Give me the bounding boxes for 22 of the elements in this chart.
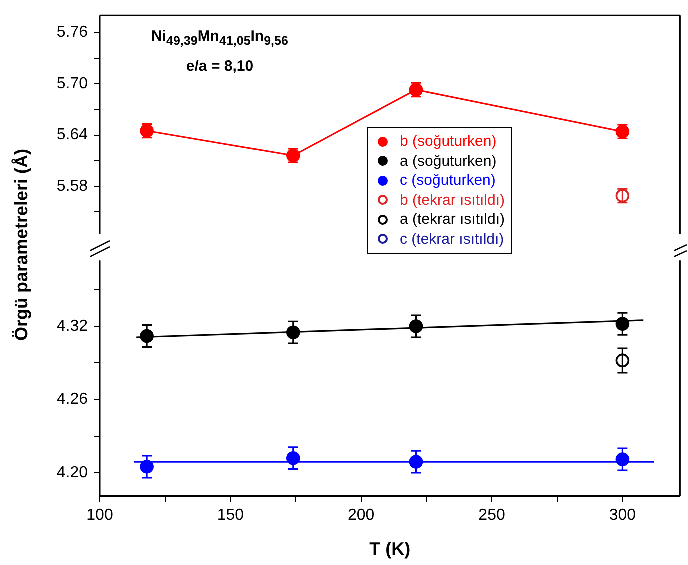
legend-label: b (tekrar ısıtıldı)	[400, 190, 506, 210]
y-tick-label: 4.26	[56, 391, 88, 408]
x-tick-label: 250	[478, 507, 506, 524]
x-tick-label: 100	[86, 507, 114, 524]
x-tick-label: 300	[609, 507, 636, 524]
legend-label: c (tekrar ısıtıldı)	[400, 230, 504, 249]
y-tick-label: 5.70	[56, 75, 88, 92]
annotation: Ni$_{49,39}$Mn$_{41,05}$In$_{9,56}$	[150, 27, 290, 50]
y-axis-title: Örgü parametreleri (Å)	[12, 148, 32, 342]
legend-label: a (tekrar ısıtıldı)	[400, 210, 506, 230]
y-tick-label: 4.32	[56, 318, 88, 335]
annotation: e/a = 8,10	[185, 57, 255, 77]
y-tick-label: 5.76	[56, 24, 88, 42]
x-axis-title: T (K)	[370, 539, 411, 560]
y-tick-label: 5.64	[56, 126, 88, 144]
x-tick-label: 200	[348, 507, 375, 524]
y-tick-label: 5.58	[56, 178, 88, 195]
legend-label: b (soğuturken)	[400, 132, 497, 152]
y-tick-label: 4.20	[56, 464, 88, 482]
x-tick-label: 150	[217, 507, 244, 524]
legend-label: c (soğuturken)	[400, 171, 496, 190]
legend-label: a (soğuturken)	[400, 152, 497, 171]
